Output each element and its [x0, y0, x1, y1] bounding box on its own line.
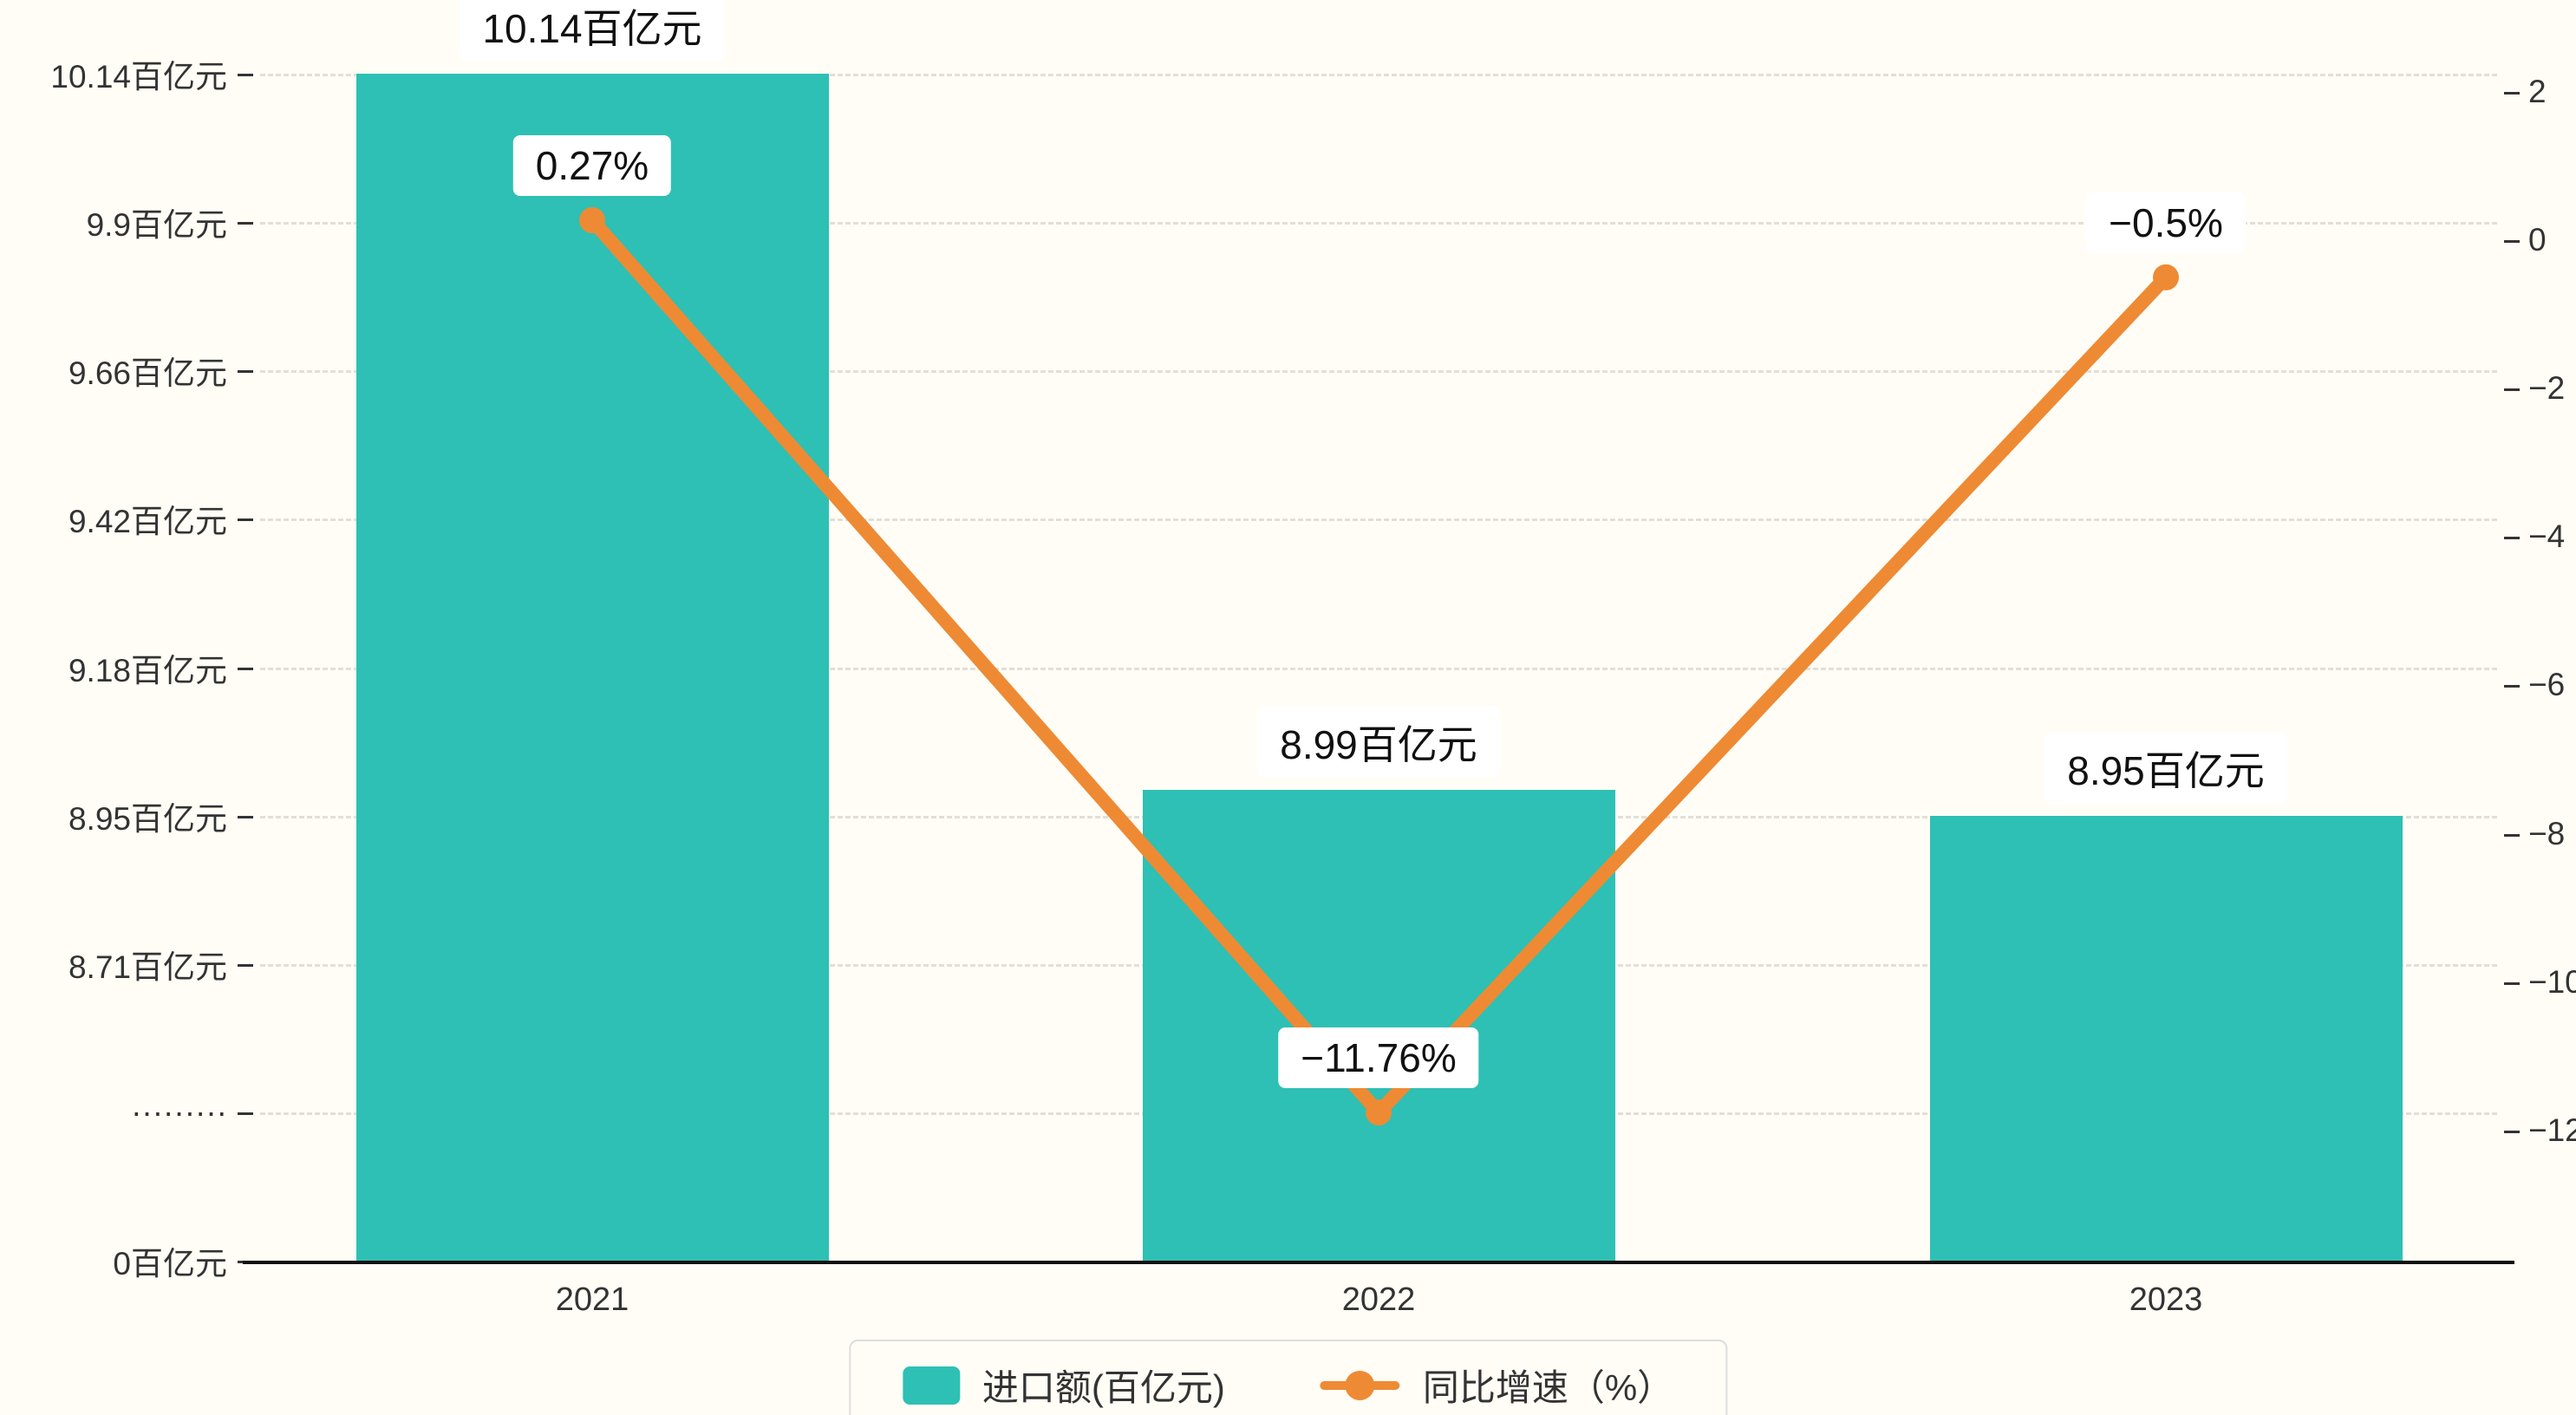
bar-value-label: 10.14百亿元 — [460, 0, 725, 62]
bar-value-label: 8.99百亿元 — [1257, 706, 1500, 778]
gridline — [260, 667, 2497, 670]
left-axis-label: ········· — [131, 1093, 227, 1130]
right-axis-tick — [2504, 1130, 2520, 1133]
left-axis-label: 8.71百亿元 — [68, 949, 227, 985]
right-axis-label: −12 — [2528, 1112, 2576, 1148]
line-marker-icon — [1320, 1370, 1400, 1400]
legend: 进口额(百亿元) 同比增速（%） — [848, 1340, 1728, 1415]
right-axis-label: −4 — [2528, 518, 2566, 555]
x-axis-line — [243, 1261, 2514, 1264]
right-axis-tick — [2504, 833, 2520, 837]
line-value-label: −0.5% — [2086, 192, 2246, 253]
bar-value-label: 8.95百亿元 — [2044, 732, 2287, 804]
left-axis-label: 9.66百亿元 — [68, 355, 227, 392]
left-axis-tick — [238, 74, 253, 76]
left-axis-tick — [238, 518, 253, 522]
left-axis-tick — [238, 815, 253, 818]
line-point — [1366, 1099, 1392, 1126]
bar-swatch-icon — [902, 1366, 960, 1405]
left-axis-tick — [238, 963, 253, 967]
right-axis-label: 0 — [2528, 222, 2547, 258]
right-axis-tick — [2504, 92, 2520, 95]
left-axis-tick — [238, 370, 253, 374]
line-dot-icon — [1345, 1370, 1375, 1400]
right-axis-label: −6 — [2528, 667, 2566, 703]
right-axis-label: −8 — [2528, 815, 2566, 851]
legend-item-growth[interactable]: 同比增速（%） — [1320, 1359, 1674, 1412]
gridline — [260, 370, 2497, 374]
line-value-label: −11.76% — [1278, 1027, 1479, 1089]
left-axis-tick — [238, 667, 253, 670]
line-point — [2153, 264, 2179, 290]
gridline — [260, 518, 2497, 522]
category-label: 2023 — [2129, 1281, 2203, 1318]
right-axis-label: −2 — [2528, 370, 2566, 407]
bar-2023 — [1929, 815, 2403, 1261]
left-axis-label: 9.9百亿元 — [86, 207, 227, 244]
gridline — [260, 74, 2497, 76]
legend-label-growth: 同比增速（%） — [1422, 1367, 1674, 1408]
legend-label-imports: 进口额(百亿元) — [981, 1367, 1225, 1408]
category-label: 2022 — [1341, 1281, 1416, 1318]
left-axis-label: 10.14百亿元 — [50, 59, 227, 95]
left-axis-label: 0百亿元 — [113, 1246, 227, 1281]
line-value-label: 0.27% — [512, 135, 672, 196]
right-axis-tick — [2504, 685, 2520, 688]
right-axis-tick — [2504, 981, 2520, 985]
bar-2022 — [1142, 789, 1615, 1261]
bar-2021 — [355, 74, 829, 1261]
right-axis-label: −10 — [2528, 963, 2576, 1000]
left-axis-label: 9.42百亿元 — [68, 504, 227, 540]
right-axis-tick — [2504, 388, 2520, 392]
line-point — [579, 207, 605, 234]
right-axis-tick — [2504, 537, 2520, 540]
left-axis-tick — [238, 222, 253, 225]
left-axis-tick — [238, 1112, 253, 1115]
gridline — [260, 222, 2497, 225]
left-axis-label: 8.95百亿元 — [68, 800, 227, 837]
right-axis-label: 2 — [2528, 74, 2547, 109]
left-axis-label: 9.18百亿元 — [68, 652, 227, 688]
category-label: 2021 — [555, 1281, 629, 1318]
right-axis-tick — [2504, 240, 2520, 244]
legend-item-imports[interactable]: 进口额(百亿元) — [902, 1359, 1225, 1412]
